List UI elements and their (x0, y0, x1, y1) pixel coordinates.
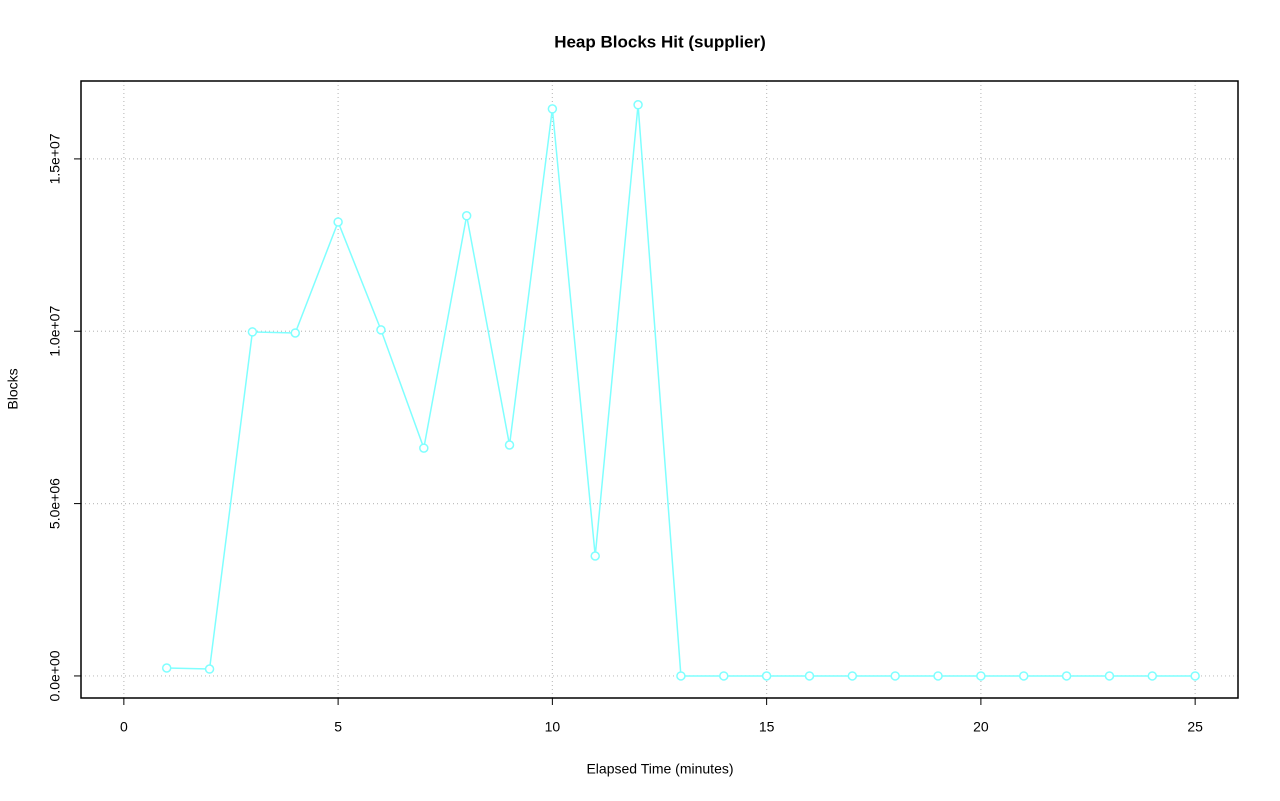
x-axis-label: Elapsed Time (minutes) (586, 761, 733, 777)
x-tick-label: 10 (545, 719, 561, 735)
data-point (290, 328, 301, 338)
data-point (504, 440, 515, 450)
series-line (166, 104, 1196, 677)
data-point (590, 551, 600, 561)
data-point (204, 664, 215, 674)
data-point (247, 327, 258, 337)
x-tick-label: 20 (973, 719, 989, 735)
data-point (1190, 671, 1200, 681)
data-point (1104, 671, 1115, 681)
data-point (719, 671, 729, 681)
x-tick-label: 0 (120, 719, 128, 735)
chart-title: Heap Blocks Hit (supplier) (554, 32, 766, 51)
data-point (676, 671, 686, 681)
y-axis-label: Blocks (5, 368, 21, 409)
data-point (976, 671, 986, 681)
data-point (761, 671, 772, 681)
x-tick-label: 15 (759, 719, 775, 735)
data-point (1061, 671, 1072, 681)
plot-frame (80, 80, 1239, 699)
y-tick-label: 0.0e+00 (47, 650, 63, 701)
data-point (461, 211, 472, 221)
y-tick-label: 1.5e+07 (47, 133, 63, 184)
x-tick-label: 25 (1187, 719, 1203, 735)
data-point (333, 217, 343, 227)
data-point (847, 671, 858, 681)
data-point (1018, 671, 1029, 681)
data-point (419, 443, 429, 453)
data-point (890, 671, 900, 681)
data-point (547, 104, 558, 114)
data-point (376, 325, 386, 335)
data-point (633, 100, 643, 110)
data-point (1147, 671, 1158, 681)
data-point (161, 663, 172, 673)
data-point (804, 671, 815, 681)
x-tick-label: 5 (334, 719, 342, 735)
data-point (933, 671, 943, 681)
y-tick-label: 5.0e+06 (47, 478, 63, 529)
y-tick-label: 1.0e+07 (47, 306, 63, 357)
